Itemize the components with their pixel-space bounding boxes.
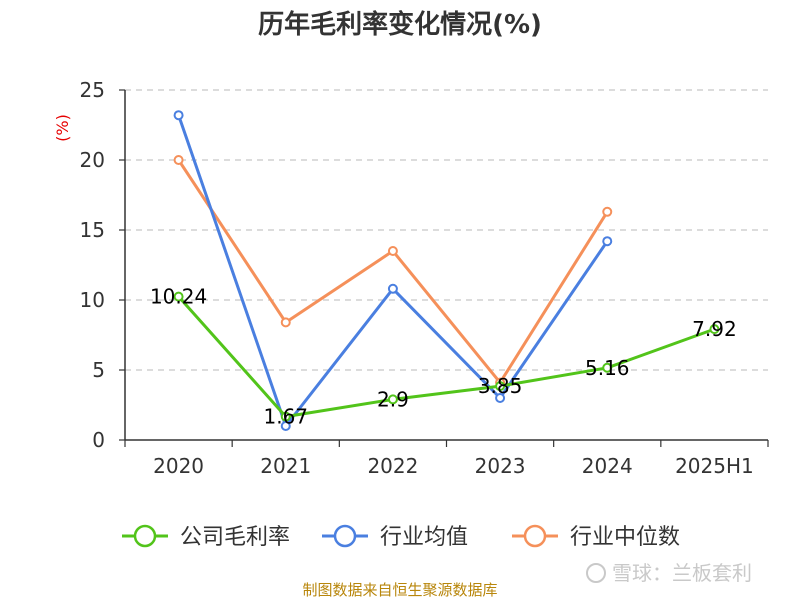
data-point[interactable] <box>602 362 613 373</box>
legend-item[interactable]: 行业中位数 <box>512 524 680 550</box>
x-tick-label: 2022 <box>367 454 418 478</box>
axes: 0 5 10 15 20 25 2020 2021 2022 2023 2024 2025H1 <box>80 78 769 478</box>
data-point[interactable] <box>709 324 720 335</box>
legend-item[interactable]: 公司毛利率 <box>122 524 290 550</box>
legend-marker-icon <box>133 524 157 548</box>
y-tick-label: 5 <box>92 358 105 382</box>
legend-marker-icon <box>333 524 357 548</box>
legend-item[interactable]: 行业均值 <box>322 524 468 550</box>
x-tick-label: 2024 <box>582 454 633 478</box>
data-label: 5.16 <box>585 356 630 380</box>
data-point[interactable] <box>495 393 506 403</box>
y-axis-label: (%) <box>53 114 72 142</box>
legend-label: 行业中位数 <box>570 525 680 550</box>
snowball-logo-icon <box>586 563 606 583</box>
data-point[interactable] <box>387 283 398 294</box>
series-lines <box>173 110 720 431</box>
data-point[interactable] <box>173 155 184 165</box>
x-tick-label: 2020 <box>153 454 204 478</box>
data-point[interactable] <box>387 394 398 405</box>
data-point[interactable] <box>173 291 184 302</box>
x-tick-label: 2021 <box>260 454 311 478</box>
legend[interactable]: 公司毛利率 行业均值 行业中位数 <box>122 524 680 550</box>
legend-label: 公司毛利率 <box>180 525 290 550</box>
data-labels: 10.24 1.67 2.9 3.85 5.16 7.92 <box>150 285 737 429</box>
data-point[interactable] <box>602 206 613 217</box>
y-tick-label: 25 <box>80 78 105 102</box>
legend-marker-icon <box>523 524 547 548</box>
data-label: 1.67 <box>263 405 308 429</box>
y-tick-label: 15 <box>80 218 105 242</box>
data-point[interactable] <box>173 110 184 121</box>
data-point[interactable] <box>280 317 291 328</box>
source-note: 制图数据来自恒生聚源数据库 <box>302 581 497 599</box>
data-point[interactable] <box>387 246 398 256</box>
legend-label: 行业均值 <box>380 525 468 550</box>
grid <box>125 89 768 371</box>
data-label: 3.85 <box>478 374 523 398</box>
data-point[interactable] <box>280 411 291 422</box>
series-line <box>177 295 715 419</box>
data-label: 2.9 <box>377 387 409 411</box>
y-tick-label: 0 <box>92 428 105 452</box>
data-point[interactable] <box>602 236 613 247</box>
x-tick-label: 2025H1 <box>675 454 754 478</box>
data-point[interactable] <box>495 381 506 392</box>
y-tick-label: 10 <box>80 288 105 312</box>
watermark: 雪球：兰板套利 <box>586 561 752 585</box>
data-label: 7.92 <box>692 317 737 341</box>
chart-title: 历年毛利率变化情况(%) <box>258 9 542 40</box>
x-tick-label: 2023 <box>475 454 526 478</box>
watermark-text: 雪球：兰板套利 <box>612 561 752 585</box>
data-label: 10.24 <box>150 285 207 309</box>
data-point[interactable] <box>280 421 291 431</box>
y-tick-label: 20 <box>80 148 105 172</box>
series-line <box>177 159 609 385</box>
